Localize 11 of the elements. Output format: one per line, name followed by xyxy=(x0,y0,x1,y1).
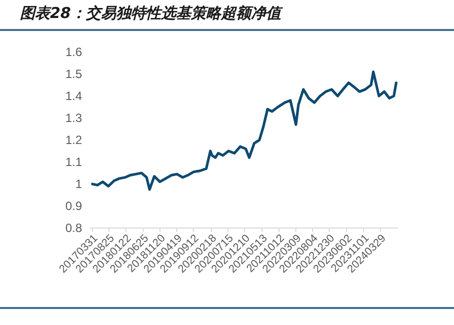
y-tick-label: 1.4 xyxy=(65,89,82,104)
line-series xyxy=(91,70,398,191)
y-tick-label: 1.5 xyxy=(65,67,82,82)
y-tick-label: 0.9 xyxy=(65,199,82,214)
y-tick-label: 1.3 xyxy=(65,111,82,126)
y-tick-label: 1 xyxy=(75,177,82,192)
y-tick-label: 1.2 xyxy=(65,133,82,148)
chart-title: 图表28：交易独特性选基策略超额净值 xyxy=(20,4,283,22)
y-tick-label: 1.6 xyxy=(65,45,82,60)
y-tick-label: 0.8 xyxy=(65,221,82,236)
y-tick-label: 1.1 xyxy=(65,155,82,170)
